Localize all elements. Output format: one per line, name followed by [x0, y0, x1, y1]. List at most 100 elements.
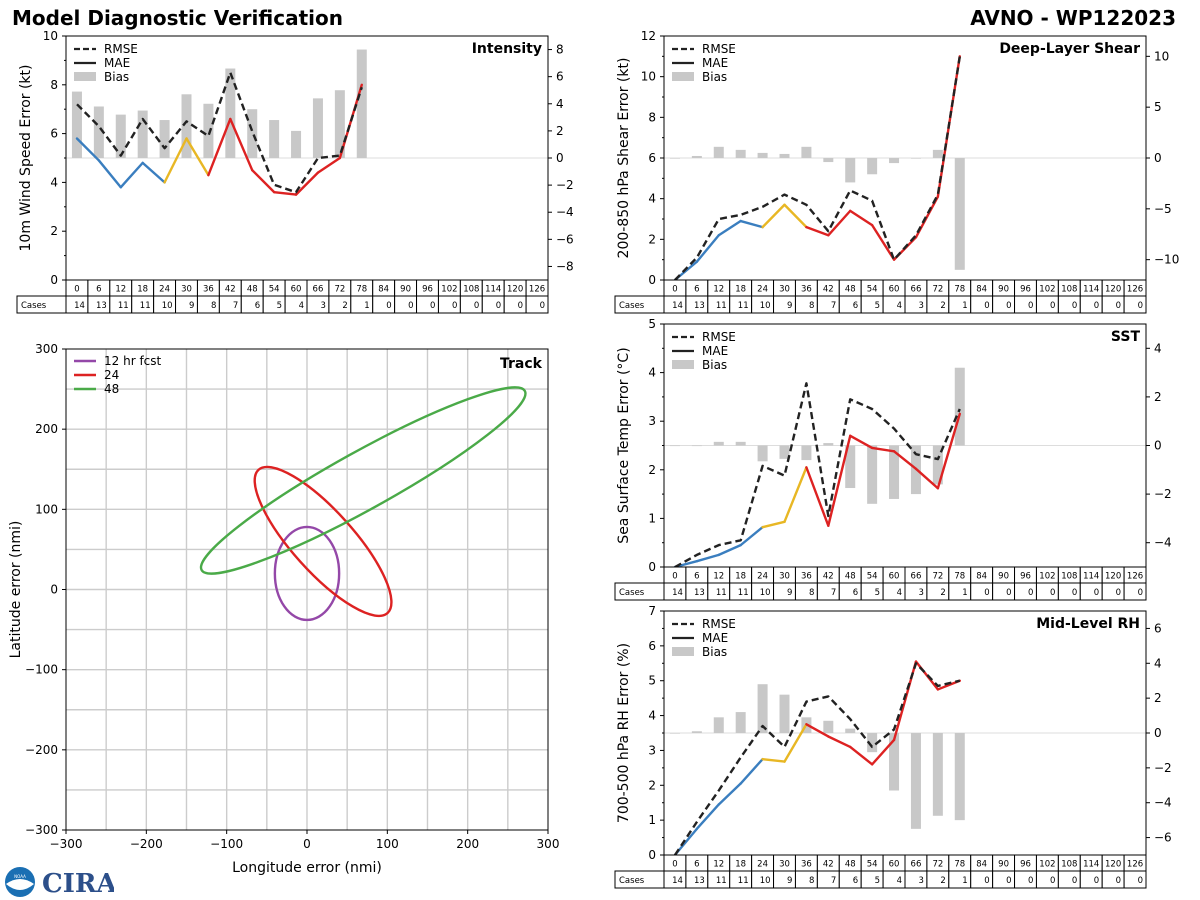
cases-cell-value: 2 — [940, 876, 945, 886]
bias-bar — [845, 158, 856, 183]
cases-cell-value: 0 — [1138, 588, 1143, 598]
cases-cell-value: 0 — [1116, 301, 1121, 311]
mae-line-segment — [294, 171, 320, 196]
hour-cell-label: 42 — [823, 285, 834, 295]
rmse-line — [76, 71, 363, 194]
page-title: Model Diagnostic Verification — [12, 6, 343, 30]
mae-line-segment — [783, 723, 808, 763]
cases-cell-value: 2 — [940, 588, 945, 598]
hour-cell-label: 114 — [1083, 285, 1099, 295]
cases-cell-value: 0 — [1138, 876, 1143, 886]
legend-bias-label: Bias — [104, 70, 129, 84]
cases-cell-value: 8 — [211, 301, 216, 311]
cases-cell-value: 8 — [809, 301, 814, 311]
y-tick-label: 8 — [648, 110, 656, 124]
bias-bar — [845, 445, 856, 489]
hour-cell-label: 84 — [976, 285, 987, 295]
hour-cell-label: 18 — [735, 860, 746, 870]
hour-cell-label: 108 — [1061, 572, 1077, 582]
y-tick-label: 6 — [50, 127, 58, 141]
bias-bar — [954, 733, 965, 821]
hour-cell-label: 66 — [911, 860, 922, 870]
hour-cell-label: 126 — [1127, 860, 1143, 870]
mae-line-segment — [75, 137, 101, 162]
mae-line-segment — [251, 168, 276, 194]
mae-line-segment — [695, 553, 720, 563]
y2-tick-label: 6 — [556, 70, 564, 84]
cases-cell-value: 0 — [408, 301, 413, 311]
hour-cell-label: 120 — [1105, 285, 1121, 295]
y2-tick-label: −2 — [1154, 761, 1172, 775]
cases-cell-value: 10 — [760, 588, 771, 598]
hour-cell-label: 36 — [801, 572, 812, 582]
hour-cell-label: 30 — [779, 285, 790, 295]
bias-bar — [93, 106, 104, 158]
cases-cell-value: 0 — [1050, 301, 1055, 311]
legend-bias-label: Bias — [702, 70, 727, 84]
bias-bar — [910, 733, 921, 829]
legend-rmse-label: RMSE — [702, 617, 736, 631]
y-tick-label: 7 — [648, 604, 656, 618]
y-axis-label: Sea Surface Temp Error (°C) — [616, 347, 632, 543]
mae-line-segment — [870, 223, 896, 261]
y2-tick-label: 0 — [1154, 726, 1162, 740]
y2-tick-label: −6 — [1154, 831, 1172, 845]
mae-line-segment — [805, 225, 830, 237]
cases-cell-value: 9 — [189, 301, 194, 311]
y-tick-label: 3 — [648, 743, 656, 757]
hour-cell-label: 54 — [867, 572, 878, 582]
hour-cell-label: 30 — [181, 285, 192, 295]
y-tick-label: 2 — [50, 224, 58, 238]
bias-bar — [669, 445, 680, 447]
panel-title: SST — [1111, 329, 1141, 345]
mae-line-segment — [870, 446, 896, 453]
hour-cell-label: 96 — [1020, 860, 1031, 870]
y2-tick-label: 2 — [556, 124, 564, 138]
x-tick-label: 100 — [376, 837, 399, 851]
bias-bar — [691, 731, 702, 733]
bias-bar — [932, 149, 943, 158]
hour-cell-label: 60 — [889, 572, 900, 582]
cases-cell-value: 0 — [1072, 588, 1077, 598]
bias-bar — [757, 684, 768, 733]
cases-cell-value: 8 — [809, 876, 814, 886]
cases-cell-value: 6 — [853, 876, 858, 886]
hour-cell-label: 102 — [441, 285, 457, 295]
y2-tick-label: −10 — [1154, 253, 1179, 267]
bias-bar — [867, 158, 878, 175]
hour-cell-label: 90 — [998, 860, 1009, 870]
hour-cell-label: 36 — [801, 285, 812, 295]
hour-cell-label: 42 — [823, 572, 834, 582]
bias-bar — [312, 98, 323, 158]
hour-cell-label: 42 — [225, 285, 236, 295]
bias-bar — [823, 443, 834, 446]
hour-cell-label: 18 — [137, 285, 148, 295]
cases-cell-value: 0 — [1006, 876, 1011, 886]
cases-label: Cases — [619, 588, 645, 598]
legend-rmse-label: RMSE — [702, 330, 736, 344]
cases-cell — [1123, 870, 1147, 889]
cases-cell-value: 6 — [853, 588, 858, 598]
cases-cell-value: 10 — [760, 301, 771, 311]
cases-label-cell — [614, 582, 665, 601]
cases-label-cell — [614, 295, 665, 314]
y2-tick-label: 0 — [556, 151, 564, 165]
hour-cell-label: 48 — [845, 285, 856, 295]
y-tick-label: −100 — [25, 663, 58, 677]
mae-line-segment — [695, 803, 720, 831]
cases-cell — [1123, 582, 1147, 601]
cases-cell-value: 10 — [162, 301, 173, 311]
hour-cell-label: 78 — [954, 285, 965, 295]
cases-cell-value: 1 — [962, 588, 967, 598]
cases-cell-value: 13 — [694, 876, 705, 886]
bias-bar — [691, 155, 702, 158]
cases-cell-value: 0 — [452, 301, 457, 311]
legend-bias-swatch — [74, 72, 96, 81]
cases-cell-value: 1 — [962, 876, 967, 886]
y-tick-label: 4 — [648, 366, 656, 380]
mae-line-segment — [739, 757, 764, 785]
cases-label: Cases — [619, 876, 645, 886]
cases-cell-value: 0 — [1072, 301, 1077, 311]
